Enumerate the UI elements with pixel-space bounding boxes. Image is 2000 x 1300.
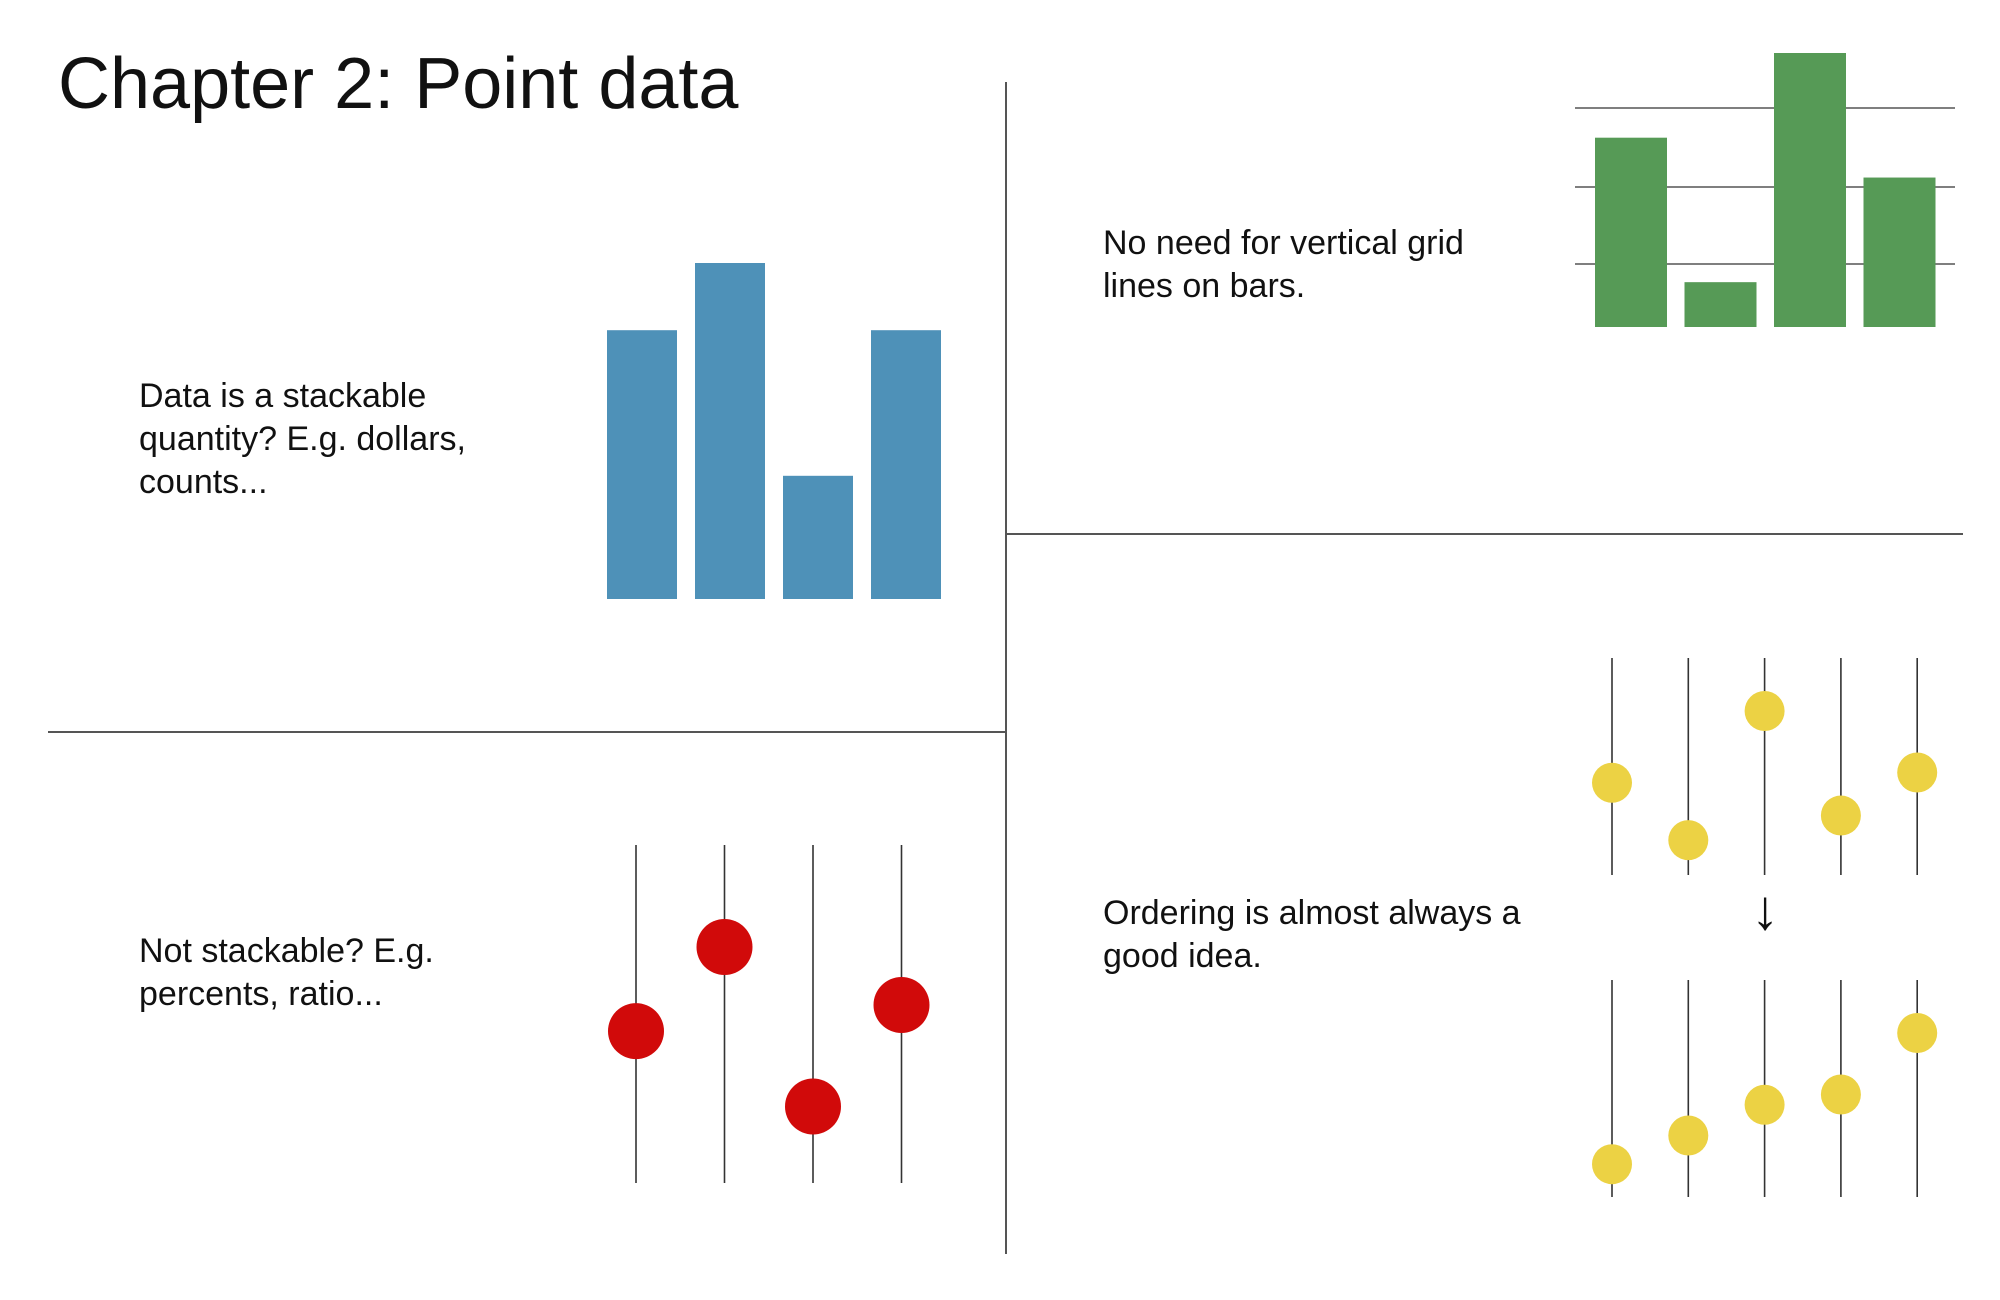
bar-blue-3 xyxy=(783,475,853,599)
bar-green-4 xyxy=(1863,177,1936,327)
red-dot-1 xyxy=(608,1003,664,1060)
yellow-ordered-dot-4 xyxy=(1820,1074,1861,1115)
yellow-ordered-dot-1 xyxy=(1592,1144,1632,1185)
yellow-unordered-dot-5 xyxy=(1897,752,1938,793)
left-horizontal-divider xyxy=(48,731,1006,733)
red-dot-3 xyxy=(785,1078,841,1135)
right-horizontal-divider xyxy=(1005,533,1963,535)
bar-blue-4 xyxy=(871,330,941,599)
yellow-ordered-dot-2 xyxy=(1668,1115,1709,1156)
grid-lines-caption: No need for vertical grid lines on bars. xyxy=(1103,224,1464,305)
ordering-caption: Ordering is almost always a good idea. xyxy=(1103,894,1521,975)
yellow-unordered-dot-1 xyxy=(1592,762,1632,803)
down-arrow-icon: ↓ xyxy=(1751,878,1779,941)
bar-blue-1 xyxy=(607,330,677,599)
yellow-unordered-dot-4 xyxy=(1820,795,1861,836)
yellow-unordered-dot-3 xyxy=(1744,691,1785,731)
bar-green-1 xyxy=(1595,137,1667,327)
yellow-unordered-dot-2 xyxy=(1668,820,1709,861)
yellow-ordered-dot-3 xyxy=(1744,1084,1785,1125)
not-stackable-caption: Not stackable? E.g. percents, ratio... xyxy=(139,932,434,1013)
bar-green-3 xyxy=(1774,53,1846,327)
stackable-caption: Data is a stackable quantity? E.g. dolla… xyxy=(139,377,466,501)
red-dot-4 xyxy=(873,977,930,1033)
red-dot-2 xyxy=(696,919,753,975)
page-title: Chapter 2: Point data xyxy=(58,44,739,124)
yellow-ordered-dot-5 xyxy=(1897,1013,1938,1053)
bar-blue-2 xyxy=(695,263,765,599)
bar-green-2 xyxy=(1684,282,1757,327)
vertical-divider xyxy=(1005,82,1007,1254)
